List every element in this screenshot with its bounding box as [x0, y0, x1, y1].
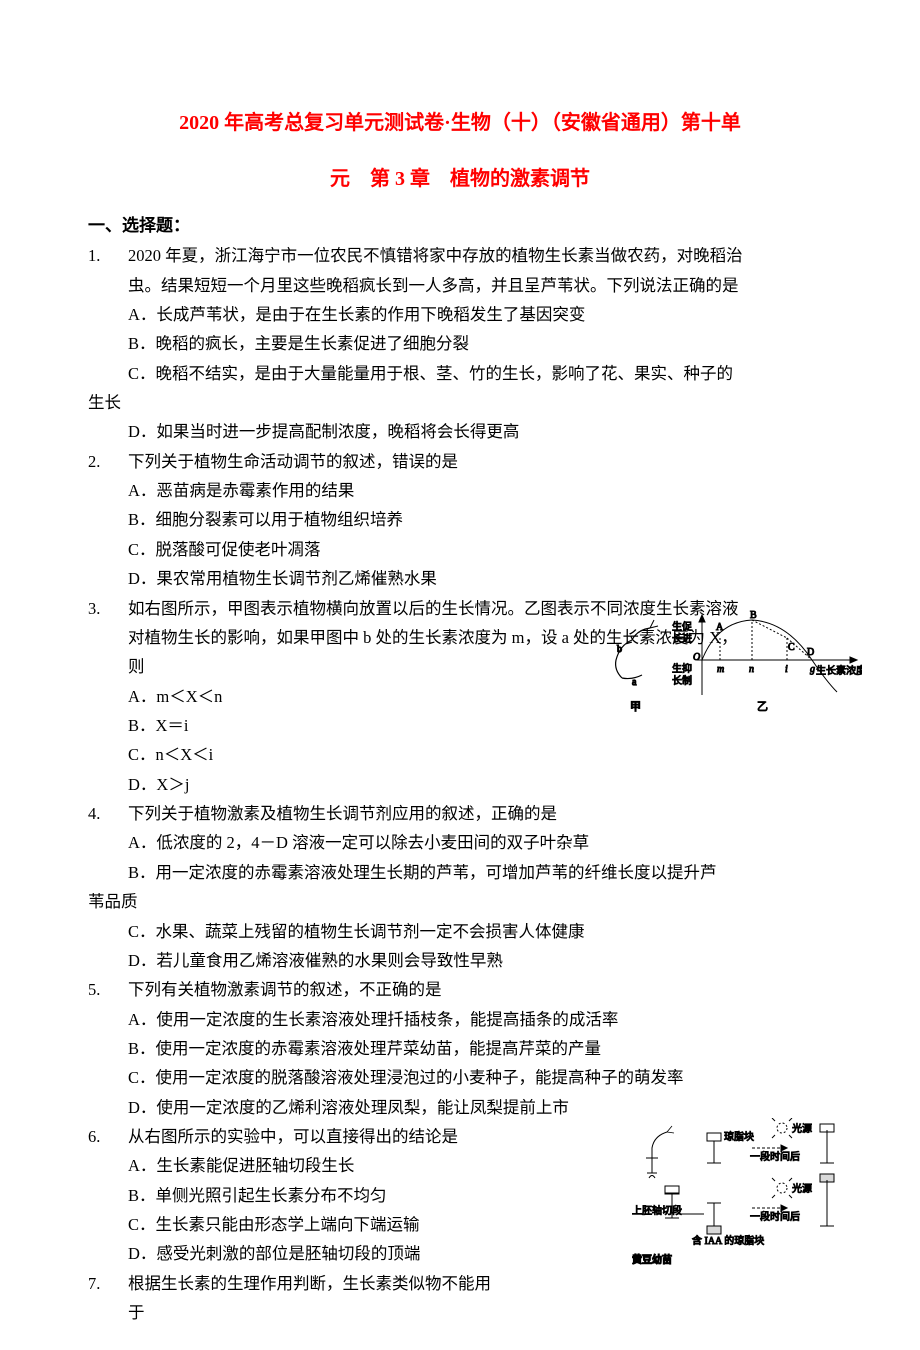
option-c: C．水果、蔬菜上残留的植物生长调节剂一定不会损害人体健康: [88, 917, 832, 946]
option-c: C．使用一定浓度的脱落酸溶液处理浸泡过的小麦种子，能提高种子的萌发率: [128, 1063, 832, 1092]
option-c: C．脱落酸可促使老叶凋落: [128, 535, 832, 564]
title-line-2: 元 第 3 章 植物的激素调节: [88, 151, 832, 207]
fig6-light2: 光源: [792, 1182, 812, 1195]
fig3-n: n: [749, 664, 754, 675]
question-2: 2. 下列关于植物生命活动调节的叙述，错误的是 A．恶苗病是赤霉素作用的结果 B…: [88, 447, 832, 594]
fig3-pt-D: D: [807, 647, 814, 658]
fig3-label-a: a: [632, 677, 637, 688]
question-4: 4. 下列关于植物激素及植物生长调节剂应用的叙述，正确的是 A．低浓度的 2，4…: [88, 799, 832, 887]
fig6-after1: 一段时间后: [750, 1150, 800, 1163]
question-3: 3. 如右图所示，甲图表示植物横向放置以后的生长情况。乙图表示不同浓度生长素溶液…: [88, 594, 832, 800]
q-number: 2.: [88, 447, 128, 476]
fig6-cut: 上胚轴切段: [632, 1204, 682, 1217]
option-a: A．恶苗病是赤霉素作用的结果: [128, 476, 832, 505]
fig6-after2: 一段时间后: [750, 1210, 800, 1223]
stem-text: 下列关于植物生命活动调节的叙述，错误的是: [128, 447, 832, 476]
fig6-agar: 琼脂块: [724, 1130, 754, 1143]
option-b-tail: 苇品质: [88, 887, 832, 916]
option-c: C．n＜X＜i: [128, 740, 832, 769]
q-number: 6.: [88, 1122, 128, 1151]
q-number: 5.: [88, 975, 128, 1004]
question-7: 7. 根据生长素的生理作用判断，生长素类似物不能用 于: [88, 1269, 832, 1328]
fig3-label-jia: 甲: [630, 701, 641, 713]
fig3-i: i: [785, 664, 788, 675]
fig3-ytop: 生促: [672, 620, 692, 633]
fig6-iaa: 含 IAA 的琼脂块: [692, 1234, 764, 1247]
stem-text: 于: [128, 1298, 832, 1327]
q-number: 3.: [88, 594, 128, 623]
option-b: B．用一定浓度的赤霉素溶液处理生长期的芦苇，可增加芦苇的纤维长度以提升芦: [128, 858, 832, 887]
fig3-O: O: [693, 652, 700, 663]
stem-text: 虫。结果短短一个月里这些晚稻疯长到一人多高，并且呈芦苇状。下列说法正确的是: [128, 271, 832, 300]
option-a: A．长成芦苇状，是由于在生长素的作用下晚稻发生了基因突变: [128, 300, 832, 329]
option-b: B．使用一定浓度的赤霉素溶液处理芹菜幼苗，能提高芹菜的产量: [128, 1034, 832, 1063]
fig3-xaxis: 生长素浓度: [816, 664, 862, 677]
option-d: D．果农常用植物生长调节剂乙烯催熟水果: [128, 564, 832, 593]
figure-3: b a 甲 A B C D O m n i g 生促 长进: [602, 610, 862, 720]
fig6-seedling: 黄豆幼苗: [632, 1253, 672, 1266]
option-c-tail: 生长: [88, 388, 832, 417]
title-line-1: 2020 年高考总复习单元测试卷·生物（十）（安徽省通用）第十单: [88, 95, 832, 151]
fig3-yi: 乙: [757, 700, 768, 713]
q-number: 7.: [88, 1269, 128, 1298]
question-6: 6. 从右图所示的实验中，可以直接得出的结论是 A．生长素能促进胚轴切段生长 B…: [88, 1122, 832, 1269]
fig3-pt-C: C: [788, 642, 795, 653]
stem-text: 下列有关植物激素调节的叙述，不正确的是: [128, 975, 832, 1004]
fig3-label-b: b: [617, 644, 622, 655]
option-d: D．X＞j: [128, 770, 832, 799]
option-b: B．细胞分裂素可以用于植物组织培养: [128, 505, 832, 534]
question-1: 1. 2020 年夏，浙江海宁市一位农民不慎错将家中存放的植物生长素当做农药，对…: [88, 241, 832, 388]
q-number: 4.: [88, 799, 128, 828]
stem-text: 根据生长素的生理作用判断，生长素类似物不能用: [128, 1269, 832, 1298]
stem-text: 下列关于植物激素及植物生长调节剂应用的叙述，正确的是: [128, 799, 832, 828]
fig6-light1: 光源: [792, 1122, 812, 1135]
option-d: D．如果当时进一步提高配制浓度，晚稻将会长得更高: [88, 417, 832, 446]
fig3-ybot: 生抑: [672, 662, 692, 675]
section-heading: 一、选择题：: [88, 211, 832, 241]
svg-text:长进: 长进: [672, 633, 692, 645]
stem-text: 2020 年夏，浙江海宁市一位农民不慎错将家中存放的植物生长素当做农药，对晚稻治: [128, 241, 832, 270]
fig3-pt-A: A: [716, 622, 724, 633]
option-b: B．晚稻的疯长，主要是生长素促进了细胞分裂: [128, 329, 832, 358]
figure-6: 光源 琼脂块 一段时间后 上胚轴切段 光源: [632, 1118, 852, 1268]
fig3-pt-B: B: [750, 610, 757, 621]
fig3-g: g: [810, 664, 815, 675]
fig3-m: m: [717, 664, 724, 675]
question-5: 5. 下列有关植物激素调节的叙述，不正确的是 A．使用一定浓度的生长素溶液处理扦…: [88, 975, 832, 1122]
svg-text:长制: 长制: [672, 674, 692, 687]
option-c: C．晚稻不结实，是由于大量能量用于根、茎、竹的生长，影响了花、果实、种子的: [128, 359, 832, 388]
option-d: D．若儿童食用乙烯溶液催熟的水果则会导致性早熟: [88, 946, 832, 975]
option-a: A．使用一定浓度的生长素溶液处理扦插枝条，能提高插条的成活率: [128, 1005, 832, 1034]
option-a: A．低浓度的 2，4－D 溶液一定可以除去小麦田间的双子叶杂草: [128, 828, 832, 857]
q-number: 1.: [88, 241, 128, 270]
